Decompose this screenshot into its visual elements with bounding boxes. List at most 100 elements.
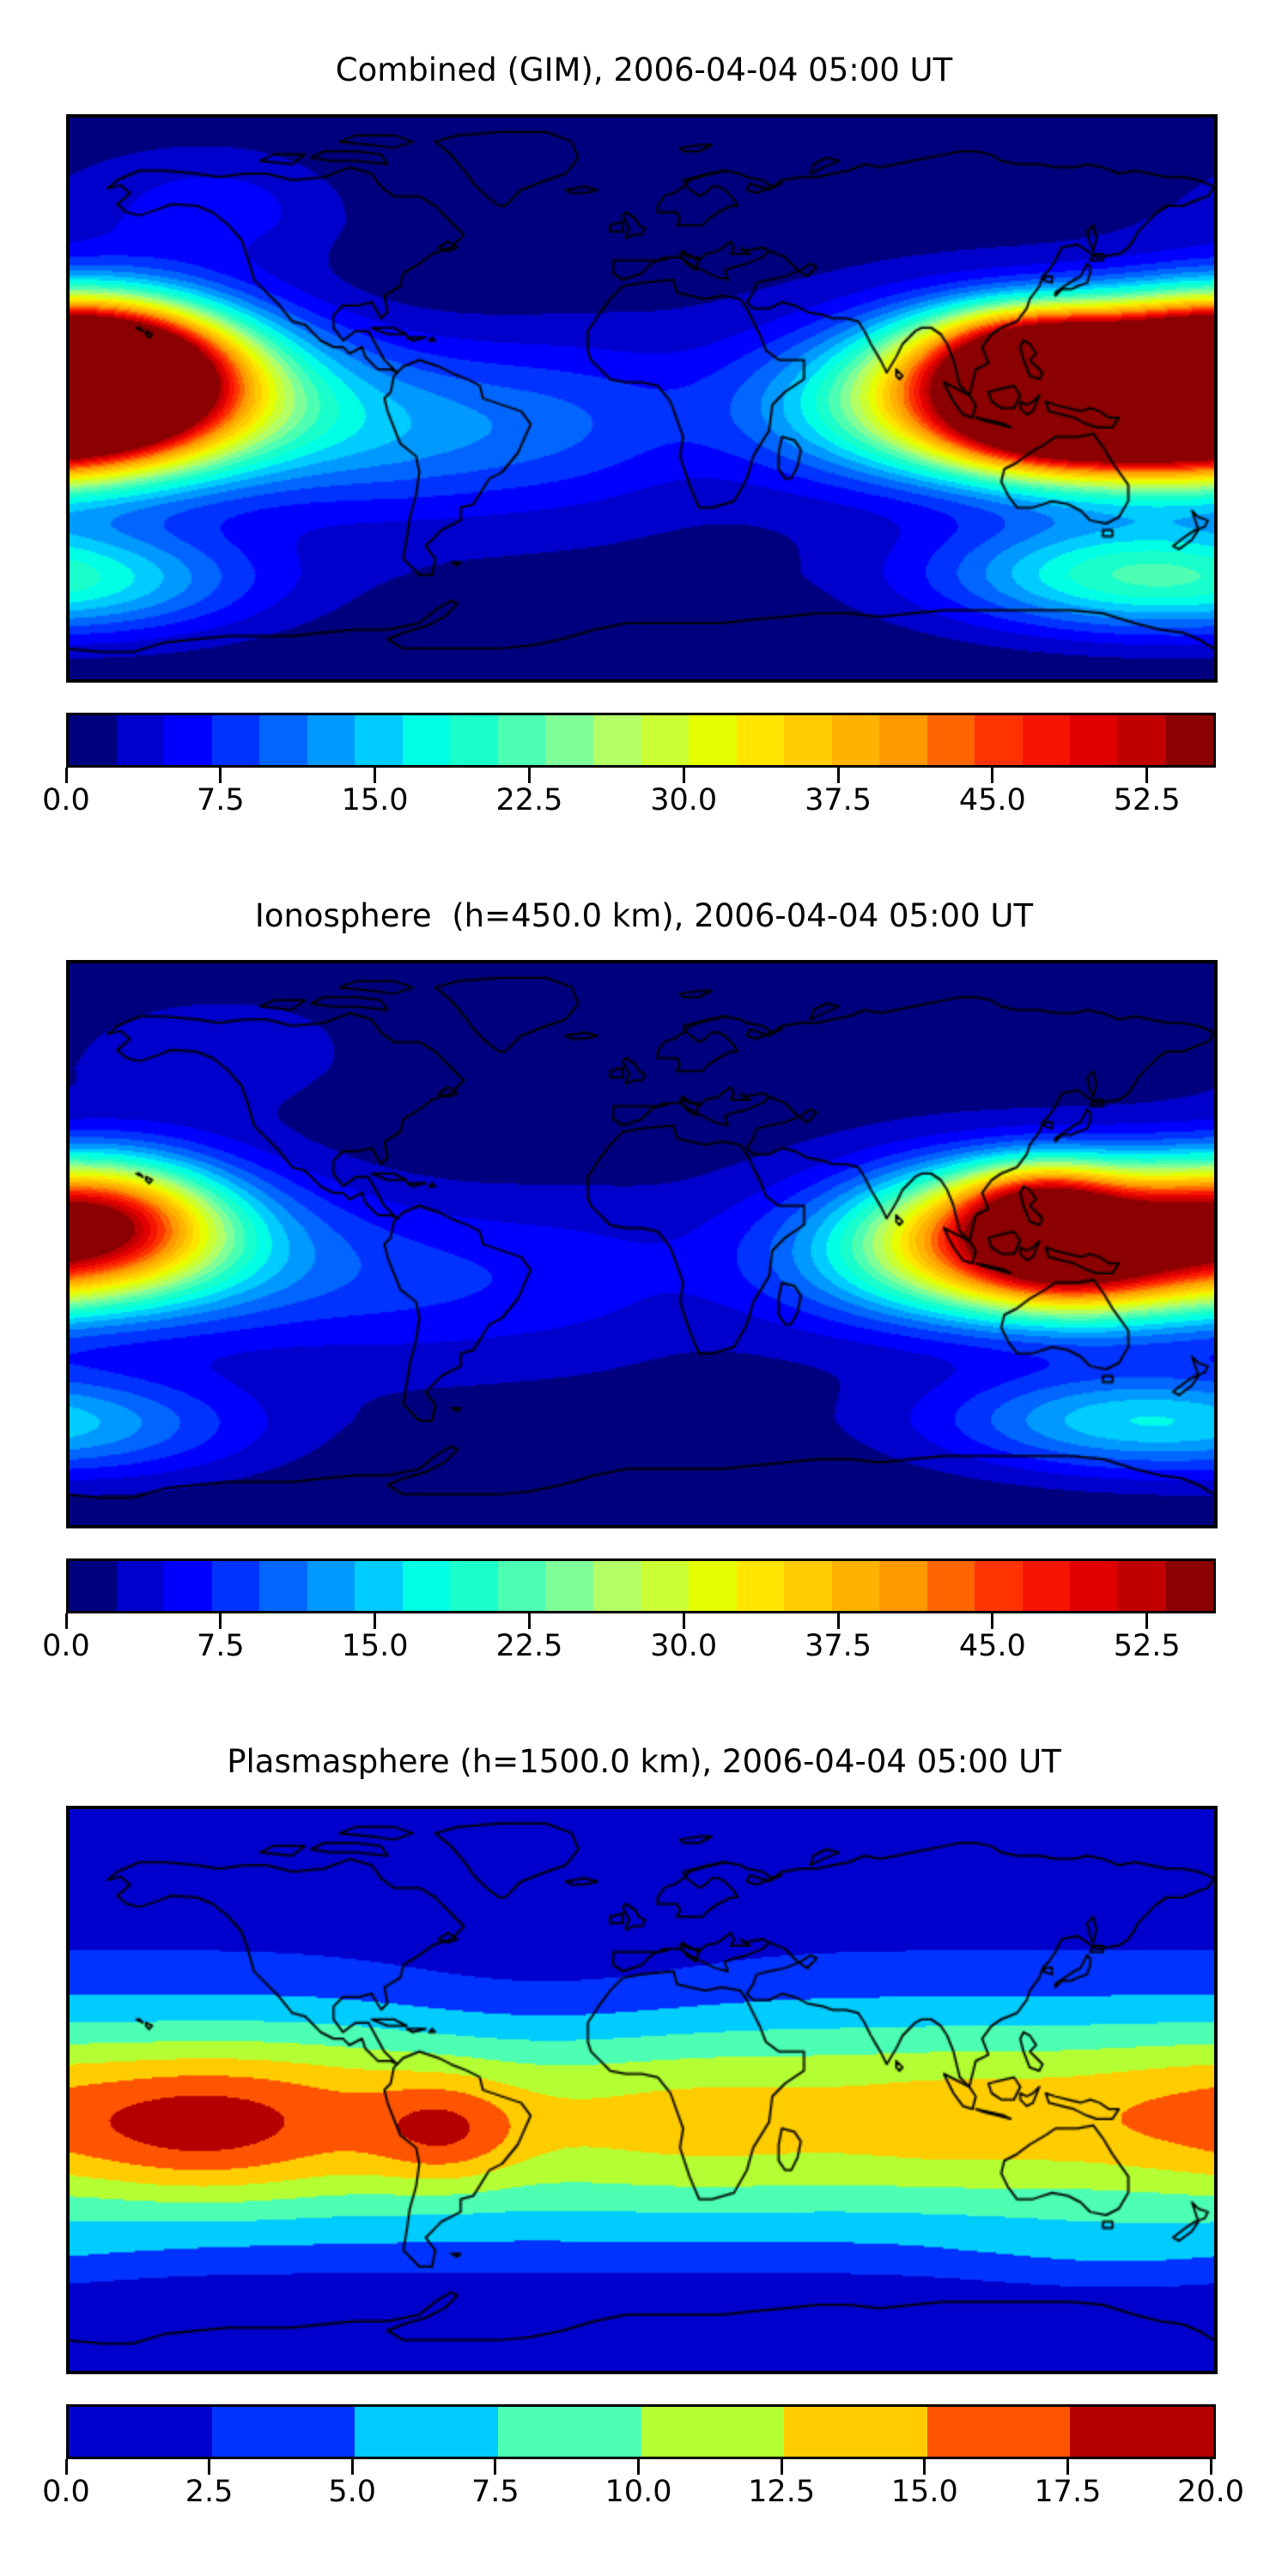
colorbar-tick bbox=[64, 1613, 68, 1629]
colorbar-tick bbox=[991, 768, 994, 783]
colorbar-tick bbox=[208, 2459, 211, 2475]
colorbar-band-22 bbox=[1118, 715, 1166, 765]
colorbar-band-9 bbox=[497, 1561, 546, 1611]
colorbar-tick-label: 15.0 bbox=[890, 2475, 958, 2509]
colorbar-band-4 bbox=[641, 2407, 785, 2457]
colorbar-band-19 bbox=[975, 1561, 1023, 1611]
colorbar-band-23 bbox=[1165, 1561, 1214, 1611]
colorbar-band-6 bbox=[927, 2407, 1071, 2457]
colorbar-ticks-ionosphere bbox=[64, 1613, 1213, 1629]
colorbar-tick-label: 0.0 bbox=[42, 783, 90, 817]
colorbar-band-23 bbox=[1165, 715, 1214, 765]
colorbar-tick bbox=[219, 1613, 222, 1629]
panel-title-plasmasphere: Plasmasphere (h=1500.0 km), 2006-04-04 0… bbox=[227, 1743, 1061, 1780]
colorbar-tick bbox=[1145, 1613, 1149, 1629]
colorbar-band-18 bbox=[927, 715, 975, 765]
colorbar-band-8 bbox=[450, 715, 498, 765]
colorbar-band-16 bbox=[831, 715, 880, 765]
colorbar-tick-label: 20.0 bbox=[1177, 2475, 1244, 2509]
colorbar-band-4 bbox=[259, 1561, 307, 1611]
colorbar-band-3 bbox=[211, 1561, 260, 1611]
map-plasmasphere bbox=[66, 1806, 1218, 2374]
colorbar-tick-label: 17.5 bbox=[1034, 2475, 1102, 2509]
colorbar-gradient-combined-gim bbox=[66, 713, 1216, 768]
colorbar-gradient-ionosphere bbox=[66, 1558, 1216, 1613]
colorbar-band-15 bbox=[784, 715, 832, 765]
colorbar-tick-label: 12.5 bbox=[748, 2475, 816, 2509]
colorbar-band-5 bbox=[307, 1561, 355, 1611]
colorbar-tick bbox=[836, 768, 840, 783]
colorbar-ticklabels-combined-gim: 0.0 7.5 15.0 22.5 30.0 37.5 45.0 52.5 bbox=[42, 783, 1213, 821]
colorbar-tick bbox=[637, 2459, 640, 2475]
colorbar-band-14 bbox=[736, 1561, 785, 1611]
colorbar-ticklabels-plasmasphere: 0.0 2.5 5.0 7.5 10.0 12.5 15.0 17.5 20.0 bbox=[42, 2475, 1244, 2512]
colorbar-band-7 bbox=[402, 1561, 451, 1611]
colorbar-band-7 bbox=[402, 715, 451, 765]
colorbar-band-0 bbox=[69, 2407, 212, 2457]
colorbar-tick bbox=[64, 768, 68, 783]
colorbar-tick bbox=[350, 2459, 354, 2475]
colorbar-band-11 bbox=[593, 715, 641, 765]
colorbar-band-2 bbox=[164, 1561, 212, 1611]
colorbar-tick-label: 15.0 bbox=[341, 783, 409, 817]
colorbar-tick bbox=[374, 768, 377, 783]
colorbar-band-1 bbox=[116, 715, 165, 765]
colorbar-band-12 bbox=[641, 1561, 690, 1611]
colorbar-band-17 bbox=[879, 715, 927, 765]
colorbar-band-21 bbox=[1070, 715, 1119, 765]
colorbar-band-13 bbox=[689, 715, 737, 765]
colorbar-band-5 bbox=[784, 2407, 927, 2457]
colorbar-tick bbox=[64, 2459, 68, 2475]
colorbar-band-4 bbox=[259, 715, 307, 765]
colorbar-band-7 bbox=[1070, 2407, 1213, 2457]
colorbar-band-12 bbox=[641, 715, 690, 765]
colorbar-tick bbox=[527, 768, 531, 783]
colorbar-tick bbox=[991, 1613, 994, 1629]
colorbar-tick-label: 7.5 bbox=[471, 2475, 519, 2509]
colorbar-band-6 bbox=[355, 715, 403, 765]
colorbar-band-19 bbox=[975, 715, 1023, 765]
colorbar-tick-label: 37.5 bbox=[805, 783, 872, 817]
colorbar-band-13 bbox=[689, 1561, 737, 1611]
colorbar-tick bbox=[374, 1613, 377, 1629]
colorbar-tick bbox=[923, 2459, 927, 2475]
colorbar-band-2 bbox=[355, 2407, 498, 2457]
colorbar-tick bbox=[527, 1613, 531, 1629]
colorbar-tick-label: 22.5 bbox=[495, 1629, 563, 1663]
panel-title-ionosphere: Ionosphere (h=450.0 km), 2006-04-04 05:0… bbox=[254, 897, 1034, 934]
colorbar-ticks-plasmasphere bbox=[64, 2459, 1213, 2475]
colorbar-tick bbox=[494, 2459, 497, 2475]
colorbar-band-20 bbox=[1022, 1561, 1071, 1611]
colorbar-band-0 bbox=[69, 715, 117, 765]
colorbar-tick-label: 37.5 bbox=[805, 1629, 872, 1663]
colorbar-band-0 bbox=[69, 1561, 117, 1611]
colorbar-ionosphere: 0.0 7.5 15.0 22.5 30.0 37.5 45.0 52.5 bbox=[42, 1558, 1216, 1667]
colorbar-tick-label: 52.5 bbox=[1113, 783, 1181, 817]
colorbar-ticks-combined-gim bbox=[64, 768, 1213, 783]
colorbar-tick bbox=[1209, 2459, 1212, 2475]
colorbar-band-9 bbox=[497, 715, 546, 765]
map-canvas-ionosphere bbox=[70, 963, 1214, 1525]
colorbar-band-18 bbox=[927, 1561, 975, 1611]
colorbar-tick-label: 30.0 bbox=[650, 783, 718, 817]
colorbar-plasmasphere: 0.0 2.5 5.0 7.5 10.0 12.5 15.0 17.5 20.0 bbox=[42, 2404, 1244, 2512]
colorbar-tick-label: 0.0 bbox=[42, 2475, 90, 2509]
colorbar-band-3 bbox=[211, 715, 260, 765]
colorbar-band-10 bbox=[545, 715, 594, 765]
map-canvas-combined-gim bbox=[70, 118, 1214, 679]
colorbar-tick-label: 7.5 bbox=[196, 1629, 245, 1663]
colorbar-band-17 bbox=[879, 1561, 927, 1611]
colorbar-band-14 bbox=[736, 715, 785, 765]
colorbar-tick bbox=[1066, 2459, 1069, 2475]
colorbar-tick bbox=[219, 768, 222, 783]
colorbar-tick bbox=[682, 768, 685, 783]
colorbar-band-6 bbox=[355, 1561, 403, 1611]
colorbar-tick-label: 45.0 bbox=[958, 783, 1026, 817]
colorbar-tick-label: 2.5 bbox=[185, 2475, 234, 2509]
colorbar-tick-label: 22.5 bbox=[495, 783, 563, 817]
colorbar-tick-label: 45.0 bbox=[958, 1629, 1026, 1663]
colorbar-band-8 bbox=[450, 1561, 498, 1611]
colorbar-band-3 bbox=[497, 2407, 641, 2457]
colorbar-tick-label: 15.0 bbox=[341, 1629, 409, 1663]
